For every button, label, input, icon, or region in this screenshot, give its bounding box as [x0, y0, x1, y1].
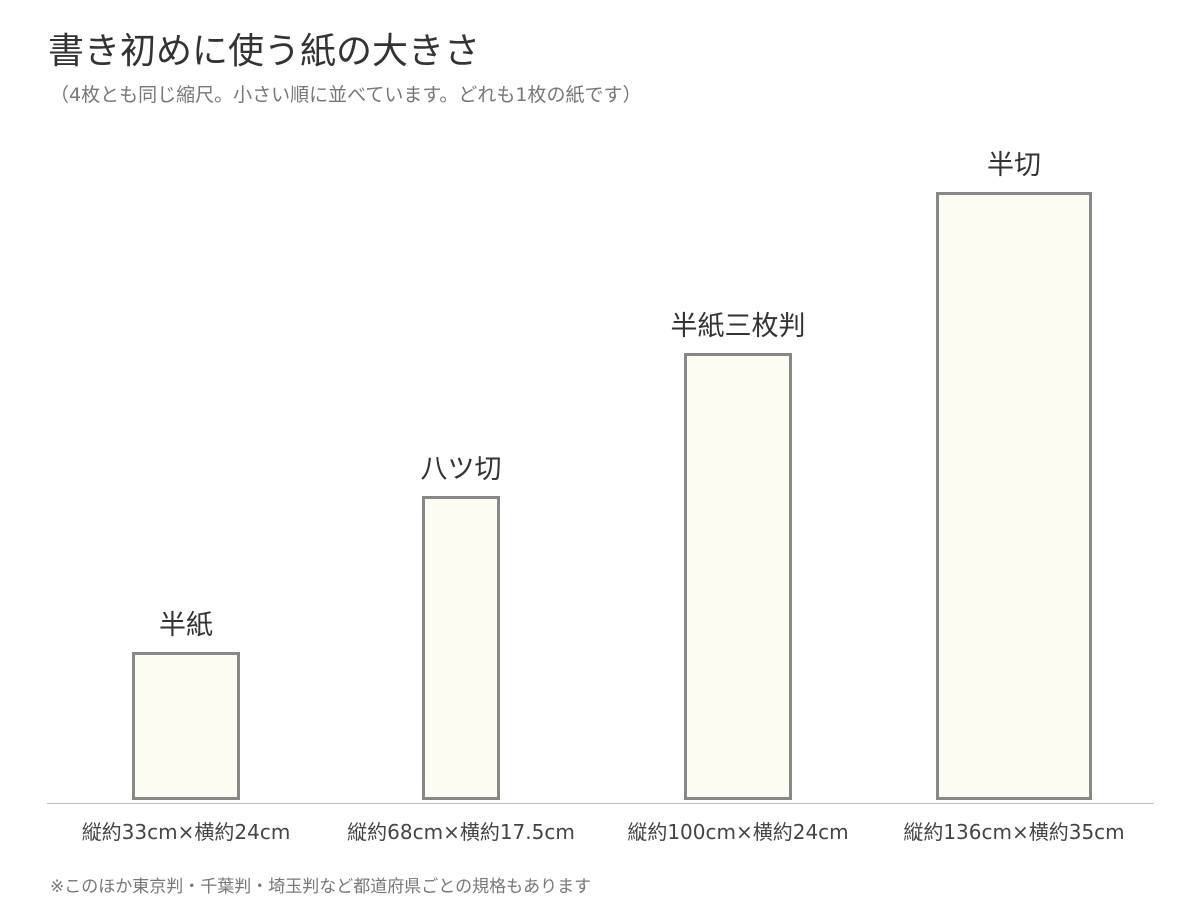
- paper-name-label: 半紙: [159, 610, 213, 642]
- paper-bar-2: [421, 496, 501, 800]
- paper-size-label: 縦約100cm×横約24cm: [627, 820, 849, 844]
- paper-size-label: 縦約33cm×横約24cm: [81, 820, 291, 844]
- chart-subtitle: （4枚とも同じ縮尺。小さい順に並べています。どれも1枚の紙です）: [50, 84, 642, 106]
- paper-size-label: 縦約68cm×横約17.5cm: [347, 820, 575, 844]
- chart-baseline: [47, 803, 1154, 804]
- paper-name-label: 半紙三枚判: [670, 311, 806, 342]
- paper-bar-1: [132, 652, 240, 800]
- paper-size-label: 縦約136cm×横約35cm: [903, 820, 1125, 844]
- footnote: ※このほか東京判・千葉判・埼玉判など都道府県ごとの規格もあります: [50, 877, 592, 897]
- paper-name-label: 八ツ切: [420, 454, 502, 486]
- paper-bar-3: [684, 353, 792, 800]
- chart-title: 書き初めに使う紙の大きさ: [48, 31, 481, 72]
- paper-bar-4: [935, 192, 1093, 800]
- paper-name-label: 半切: [987, 150, 1041, 182]
